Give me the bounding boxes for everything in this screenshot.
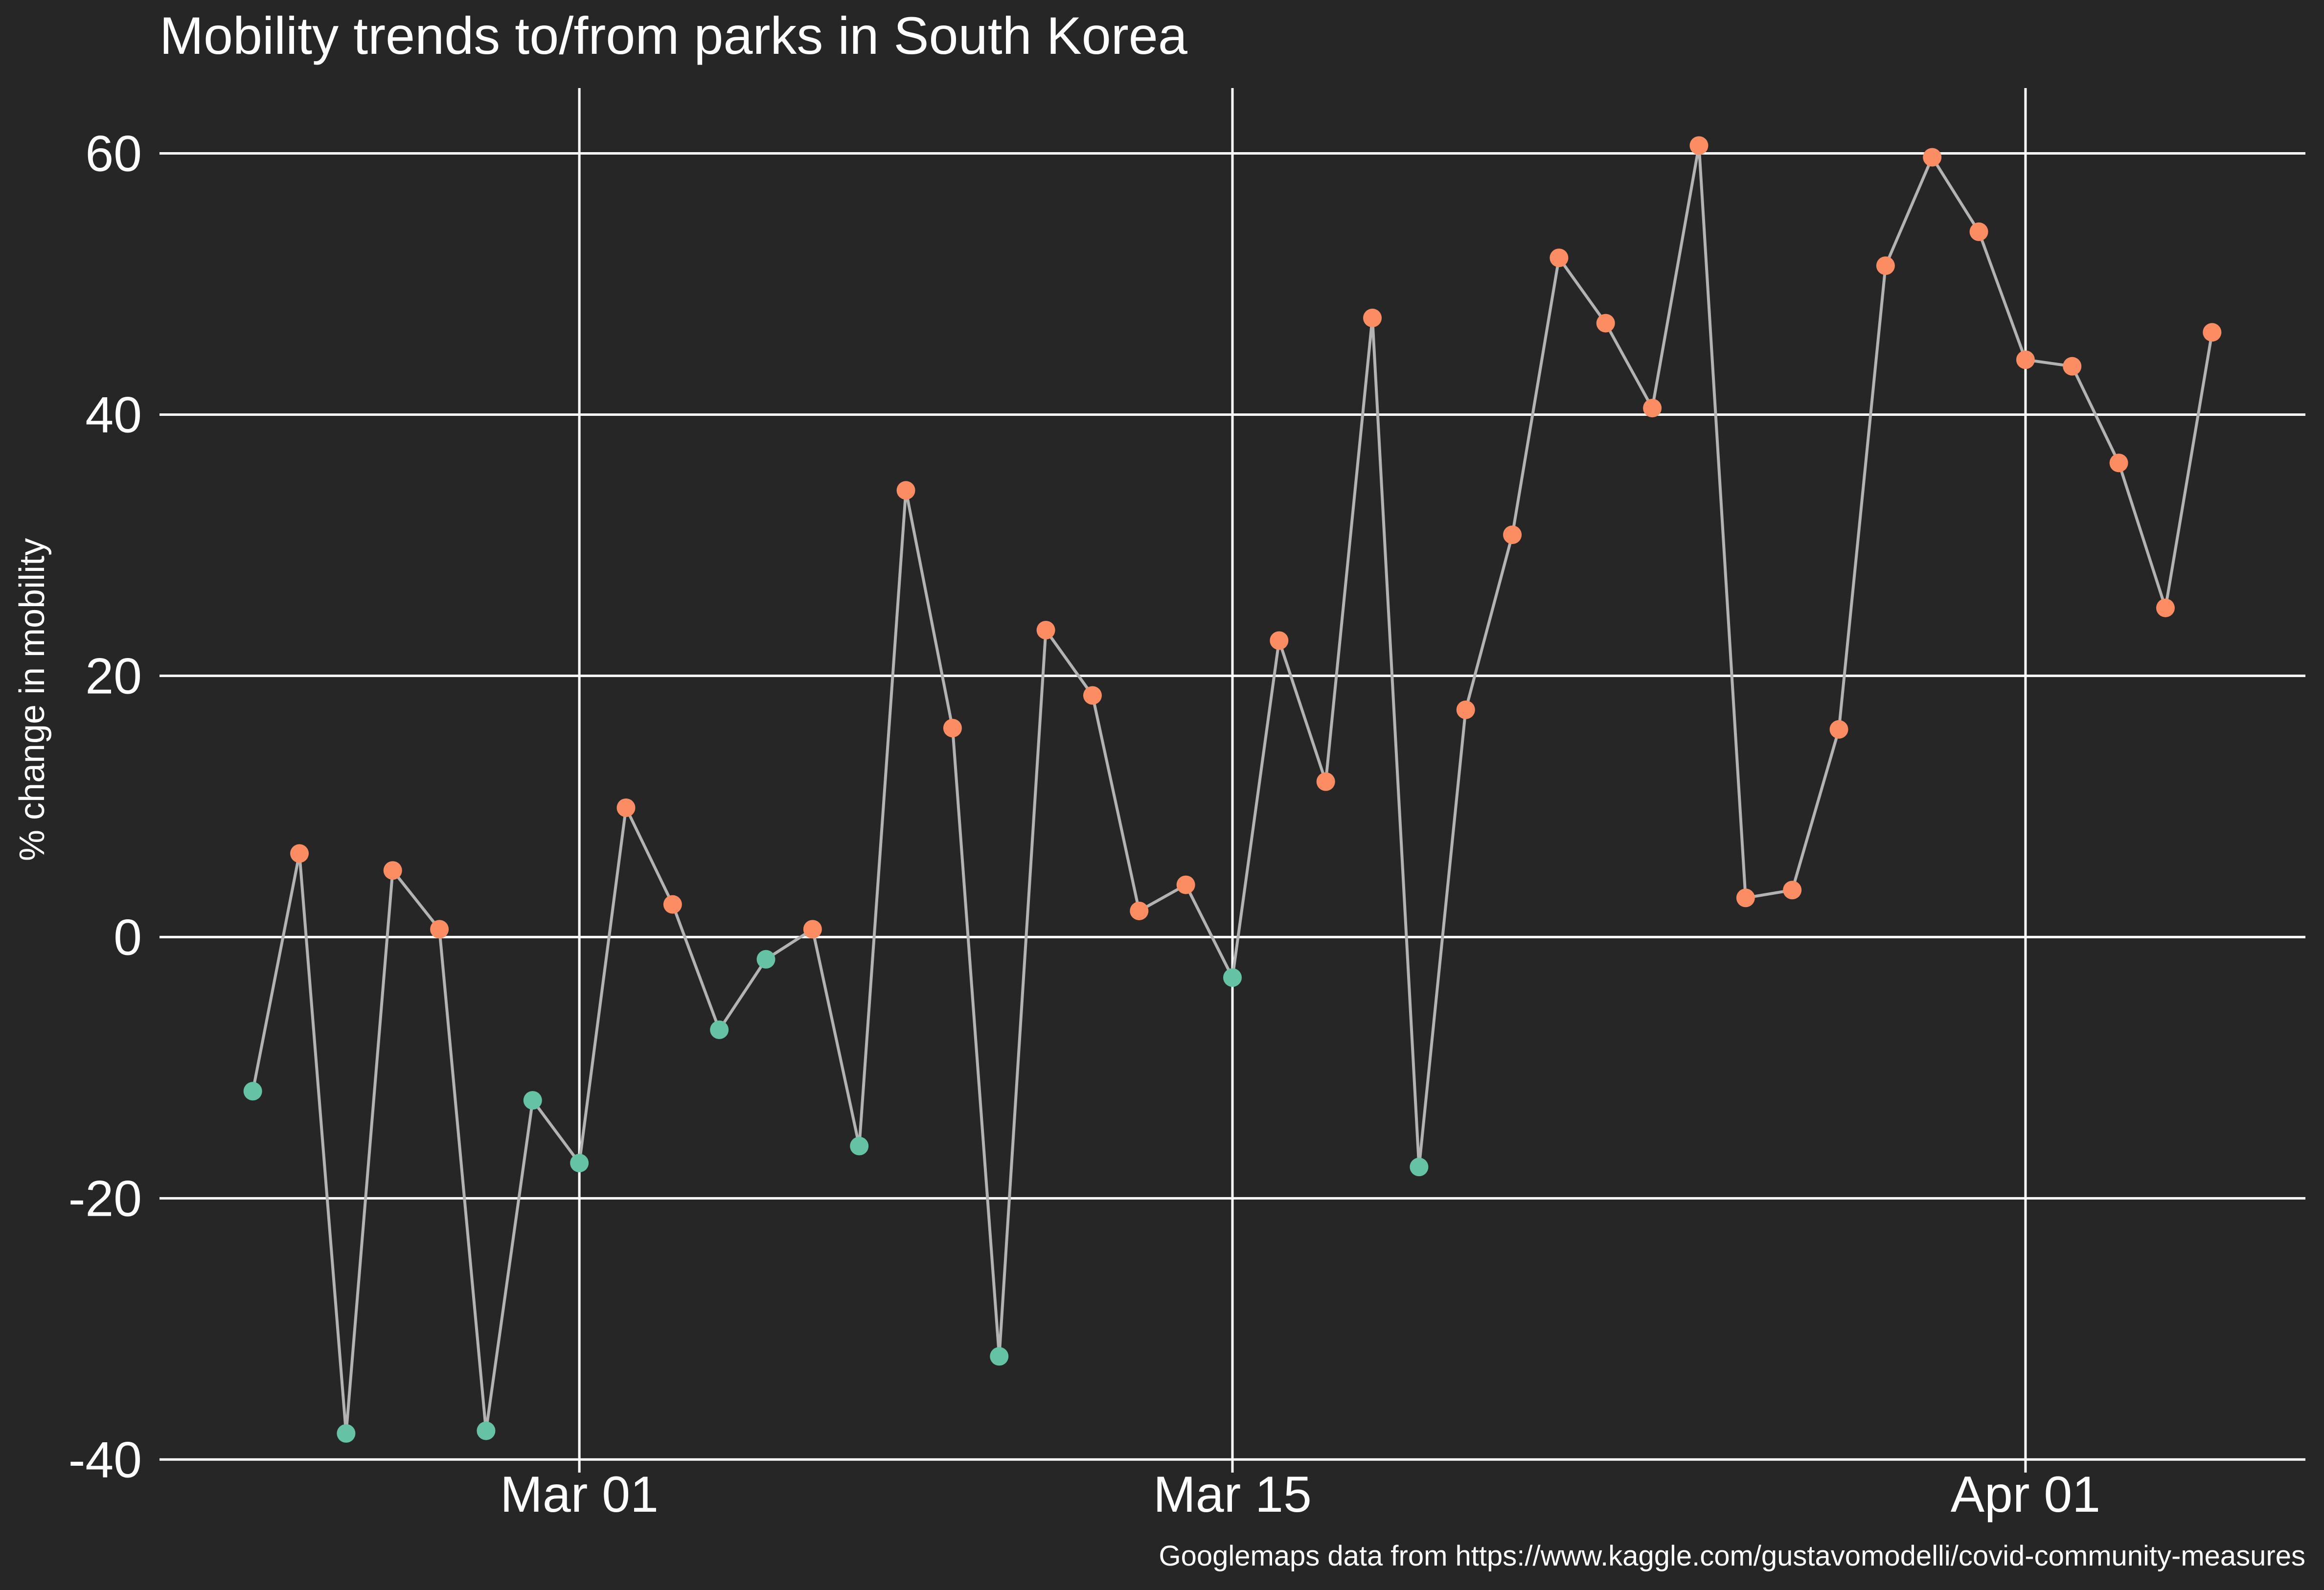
data-point (1969, 222, 1988, 241)
data-point (710, 1020, 729, 1039)
data-point (1689, 136, 1709, 155)
data-point (1176, 875, 1195, 894)
y-tick-label: -40 (68, 1431, 142, 1488)
data-point (2109, 454, 2128, 473)
chart-title: Mobility trends to/from parks in South K… (159, 6, 1188, 65)
data-point (243, 1082, 262, 1101)
data-point (2156, 598, 2175, 617)
data-point (896, 481, 915, 500)
data-point (850, 1136, 869, 1156)
y-tick-label: 0 (114, 909, 142, 966)
data-point (803, 920, 822, 939)
data-point (1876, 256, 1895, 275)
data-point (756, 950, 775, 969)
data-point (1549, 249, 1569, 268)
data-point (2016, 350, 2035, 369)
data-point (1410, 1158, 1429, 1177)
data-point (1270, 631, 1289, 650)
x-tick-label: Mar 01 (500, 1466, 659, 1523)
chart-caption: Googlemaps data from https://www.kaggle.… (1159, 1540, 2305, 1572)
data-point (1083, 686, 1102, 705)
data-point (1223, 968, 1242, 987)
data-point (1736, 888, 1755, 908)
data-point (616, 798, 636, 818)
data-point (1503, 525, 1522, 545)
data-point (2063, 357, 2082, 376)
tick-labels: -40 -20 0 20 40 60 Mar 01 Mar 15 Apr 01 (68, 125, 2100, 1523)
y-tick-label: 40 (85, 386, 142, 443)
y-tick-label: 60 (85, 125, 142, 182)
data-point (943, 719, 962, 738)
x-tick-label: Apr 01 (1951, 1466, 2100, 1523)
data-point (337, 1424, 356, 1443)
data-point (1363, 308, 1382, 327)
data-point (523, 1091, 542, 1110)
data-point (1456, 700, 1475, 719)
data-point (570, 1154, 589, 1173)
data-point (1829, 720, 1848, 739)
data-point (1783, 881, 1802, 900)
data-point (383, 861, 402, 880)
data-points (243, 136, 2222, 1443)
data-point (663, 895, 682, 914)
data-point (1130, 901, 1149, 920)
data-point (1316, 772, 1335, 791)
data-point (1923, 148, 1942, 167)
data-point (290, 844, 309, 863)
grid-lines (159, 88, 2305, 1473)
data-point (430, 920, 449, 939)
data-point (1643, 399, 1662, 418)
data-point (477, 1421, 496, 1440)
y-axis-label: % change in mobility (13, 538, 52, 861)
x-tick-label: Mar 15 (1153, 1466, 1312, 1523)
data-point (1036, 620, 1055, 639)
data-point (2203, 323, 2222, 342)
y-tick-label: 20 (85, 648, 142, 704)
y-tick-label: -20 (68, 1170, 142, 1227)
data-point (1596, 314, 1615, 333)
data-point (990, 1347, 1009, 1366)
